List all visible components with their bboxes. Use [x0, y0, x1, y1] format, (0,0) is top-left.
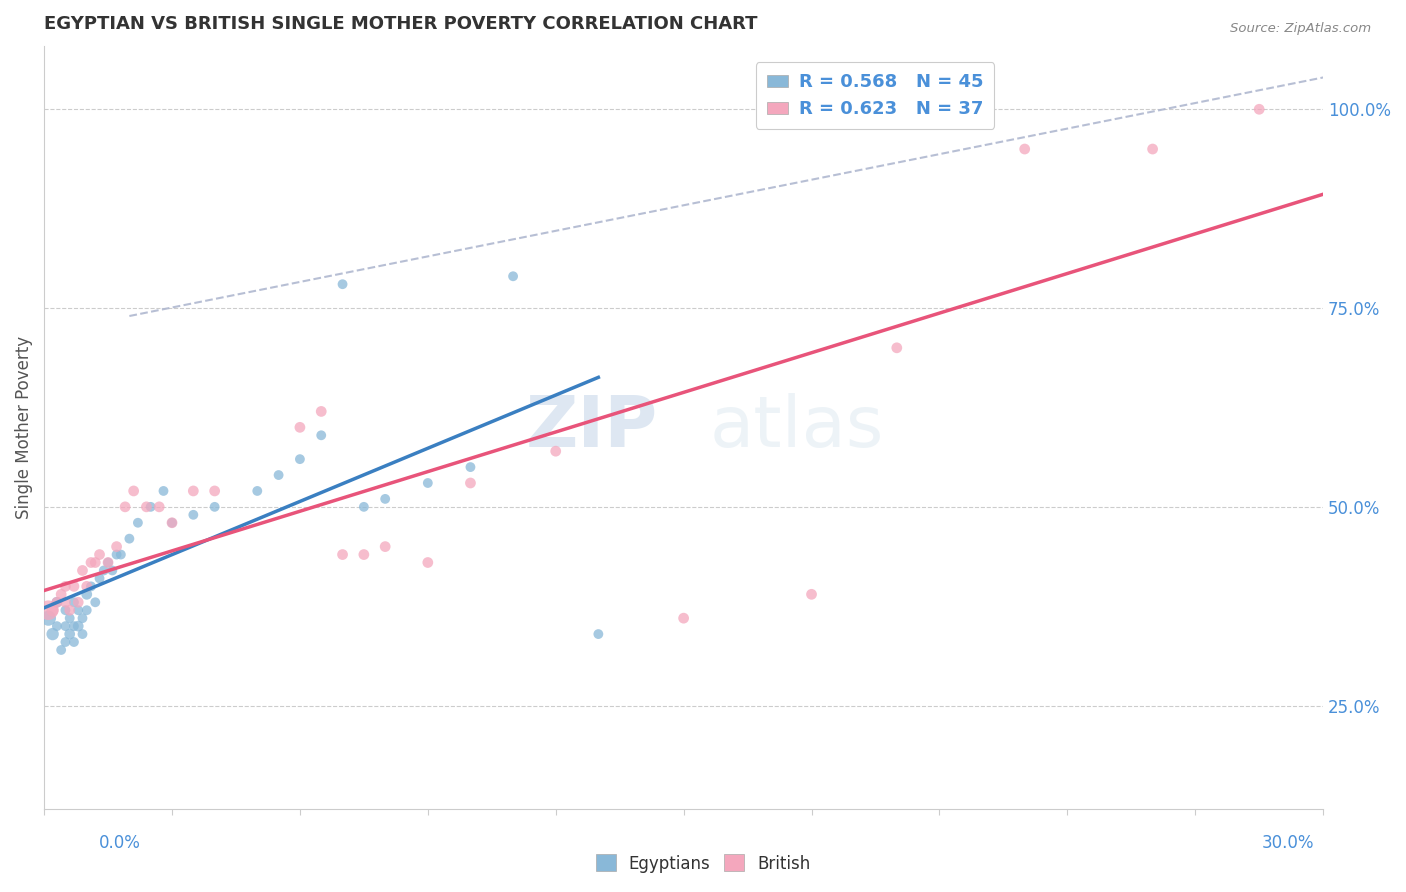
Point	[45, 595, 67, 609]
Text: Source: ZipAtlas.com: Source: ZipAtlas.com	[1230, 22, 1371, 36]
Point	[204, 483, 226, 498]
Point	[55, 579, 77, 593]
Point	[55, 635, 77, 649]
Point	[67, 619, 90, 633]
Point	[105, 540, 128, 554]
Point	[51, 587, 73, 601]
Point	[110, 548, 132, 562]
Point	[332, 277, 354, 292]
Point	[502, 269, 524, 284]
Point	[122, 483, 145, 498]
Point	[41, 627, 63, 641]
Point	[588, 627, 610, 641]
Point	[288, 420, 311, 434]
Point	[63, 619, 86, 633]
Point	[160, 516, 183, 530]
Point	[67, 603, 90, 617]
Point	[267, 468, 290, 483]
Point	[55, 619, 77, 633]
Point	[84, 595, 107, 609]
Point	[84, 556, 107, 570]
Point	[76, 579, 98, 593]
Point	[332, 548, 354, 562]
Point	[97, 556, 120, 570]
Point	[204, 500, 226, 514]
Point	[59, 611, 82, 625]
Point	[76, 603, 98, 617]
Point	[72, 564, 94, 578]
Point	[127, 516, 149, 530]
Point	[63, 579, 86, 593]
Point	[353, 548, 375, 562]
Point	[309, 404, 332, 418]
Legend: R = 0.568   N = 45, R = 0.623   N = 37: R = 0.568 N = 45, R = 0.623 N = 37	[755, 62, 994, 129]
Point	[183, 508, 205, 522]
Legend: Egyptians, British: Egyptians, British	[589, 847, 817, 880]
Point	[72, 627, 94, 641]
Text: ZIP: ZIP	[526, 392, 658, 462]
Point	[135, 500, 157, 514]
Point	[544, 444, 567, 458]
Text: atlas: atlas	[709, 392, 883, 462]
Point	[72, 611, 94, 625]
Point	[374, 491, 396, 506]
Text: 30.0%: 30.0%	[1263, 834, 1315, 852]
Point	[89, 571, 111, 585]
Point	[288, 452, 311, 467]
Point	[1142, 142, 1164, 156]
Point	[55, 603, 77, 617]
Point	[51, 643, 73, 657]
Point	[80, 556, 103, 570]
Point	[353, 500, 375, 514]
Point	[37, 611, 59, 625]
Point	[416, 475, 439, 490]
Point	[93, 564, 115, 578]
Point	[118, 532, 141, 546]
Point	[105, 548, 128, 562]
Point	[152, 483, 174, 498]
Point	[63, 635, 86, 649]
Point	[886, 341, 908, 355]
Point	[76, 587, 98, 601]
Point	[41, 603, 63, 617]
Point	[80, 579, 103, 593]
Point	[97, 556, 120, 570]
Point	[139, 500, 162, 514]
Point	[460, 460, 482, 475]
Point	[45, 595, 67, 609]
Point	[59, 627, 82, 641]
Point	[374, 540, 396, 554]
Point	[63, 595, 86, 609]
Point	[246, 483, 269, 498]
Point	[672, 611, 695, 625]
Point	[183, 483, 205, 498]
Point	[114, 500, 136, 514]
Point	[89, 548, 111, 562]
Point	[460, 475, 482, 490]
Point	[800, 587, 823, 601]
Point	[148, 500, 170, 514]
Point	[67, 595, 90, 609]
Text: EGYPTIAN VS BRITISH SINGLE MOTHER POVERTY CORRELATION CHART: EGYPTIAN VS BRITISH SINGLE MOTHER POVERT…	[44, 15, 758, 33]
Point	[1014, 142, 1036, 156]
Y-axis label: Single Mother Poverty: Single Mother Poverty	[15, 335, 32, 519]
Point	[55, 595, 77, 609]
Point	[416, 556, 439, 570]
Point	[160, 516, 183, 530]
Text: 0.0%: 0.0%	[98, 834, 141, 852]
Point	[309, 428, 332, 442]
Point	[59, 603, 82, 617]
Point	[1249, 103, 1271, 117]
Point	[101, 564, 124, 578]
Point	[45, 619, 67, 633]
Point	[37, 603, 59, 617]
